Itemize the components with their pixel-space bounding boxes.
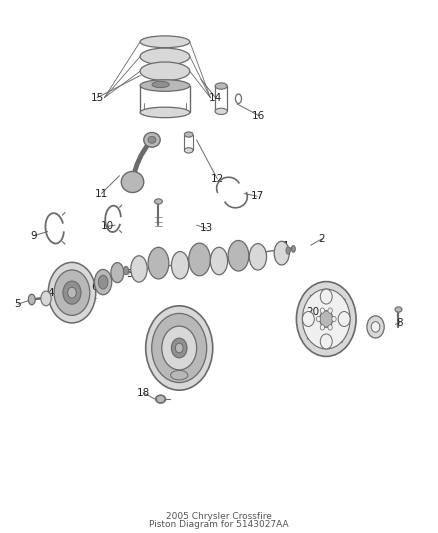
Ellipse shape: [210, 247, 228, 274]
Ellipse shape: [171, 338, 187, 358]
Ellipse shape: [328, 308, 332, 313]
Ellipse shape: [131, 256, 147, 282]
Ellipse shape: [302, 311, 314, 327]
Ellipse shape: [146, 306, 213, 390]
Ellipse shape: [228, 240, 249, 271]
Ellipse shape: [320, 289, 332, 304]
Ellipse shape: [184, 148, 193, 153]
Text: 10: 10: [101, 221, 114, 231]
Text: 12: 12: [211, 174, 224, 184]
Ellipse shape: [286, 247, 290, 254]
Ellipse shape: [215, 83, 227, 89]
Text: 6: 6: [91, 282, 98, 293]
Ellipse shape: [171, 252, 189, 279]
Ellipse shape: [124, 266, 129, 274]
Ellipse shape: [291, 246, 295, 252]
Text: 4: 4: [48, 288, 54, 297]
Text: Piston Diagram for 5143027AA: Piston Diagram for 5143027AA: [149, 520, 289, 529]
Ellipse shape: [332, 317, 336, 321]
Text: 11: 11: [95, 189, 108, 199]
Text: 2: 2: [318, 234, 325, 244]
Ellipse shape: [111, 263, 124, 282]
Ellipse shape: [140, 48, 190, 65]
Ellipse shape: [297, 281, 356, 357]
Ellipse shape: [121, 172, 144, 192]
Text: 7: 7: [374, 320, 381, 330]
Text: 19: 19: [176, 335, 189, 345]
Ellipse shape: [316, 317, 321, 321]
Ellipse shape: [320, 325, 325, 330]
Ellipse shape: [320, 308, 325, 313]
Ellipse shape: [140, 80, 190, 91]
Text: 9: 9: [31, 231, 37, 241]
Ellipse shape: [395, 307, 402, 312]
Text: 14: 14: [209, 93, 222, 103]
Ellipse shape: [338, 311, 350, 327]
Ellipse shape: [320, 334, 332, 349]
Ellipse shape: [148, 136, 156, 143]
Ellipse shape: [249, 244, 267, 270]
Ellipse shape: [170, 370, 188, 380]
Ellipse shape: [28, 294, 35, 305]
Ellipse shape: [140, 62, 190, 80]
Ellipse shape: [155, 199, 162, 204]
Ellipse shape: [48, 262, 96, 323]
Ellipse shape: [274, 241, 289, 265]
Ellipse shape: [371, 321, 380, 332]
Ellipse shape: [162, 326, 197, 370]
Ellipse shape: [140, 36, 190, 47]
Text: 5: 5: [14, 299, 21, 309]
Text: 18: 18: [137, 388, 150, 398]
Ellipse shape: [99, 275, 108, 289]
Ellipse shape: [184, 132, 193, 137]
Text: 17: 17: [251, 191, 264, 201]
Ellipse shape: [367, 316, 384, 338]
Text: 13: 13: [200, 223, 213, 233]
Ellipse shape: [328, 325, 332, 330]
Ellipse shape: [302, 289, 350, 349]
Text: 20: 20: [306, 307, 319, 317]
Text: 8: 8: [396, 318, 403, 328]
Ellipse shape: [63, 281, 81, 304]
Ellipse shape: [152, 82, 169, 87]
Ellipse shape: [320, 311, 333, 327]
Text: 2005 Chrysler Crossfire: 2005 Chrysler Crossfire: [166, 512, 272, 521]
Ellipse shape: [144, 132, 160, 147]
Ellipse shape: [41, 291, 51, 306]
Ellipse shape: [54, 270, 90, 316]
Ellipse shape: [68, 287, 76, 298]
Text: 15: 15: [90, 93, 104, 103]
Ellipse shape: [156, 395, 165, 403]
Ellipse shape: [140, 107, 190, 118]
Ellipse shape: [189, 243, 210, 276]
Text: 16: 16: [252, 110, 265, 120]
Ellipse shape: [215, 108, 227, 115]
Ellipse shape: [148, 247, 169, 279]
Ellipse shape: [175, 343, 183, 353]
Text: 1: 1: [283, 241, 290, 251]
Ellipse shape: [95, 270, 112, 295]
Ellipse shape: [152, 313, 207, 383]
Text: 3: 3: [126, 269, 132, 279]
